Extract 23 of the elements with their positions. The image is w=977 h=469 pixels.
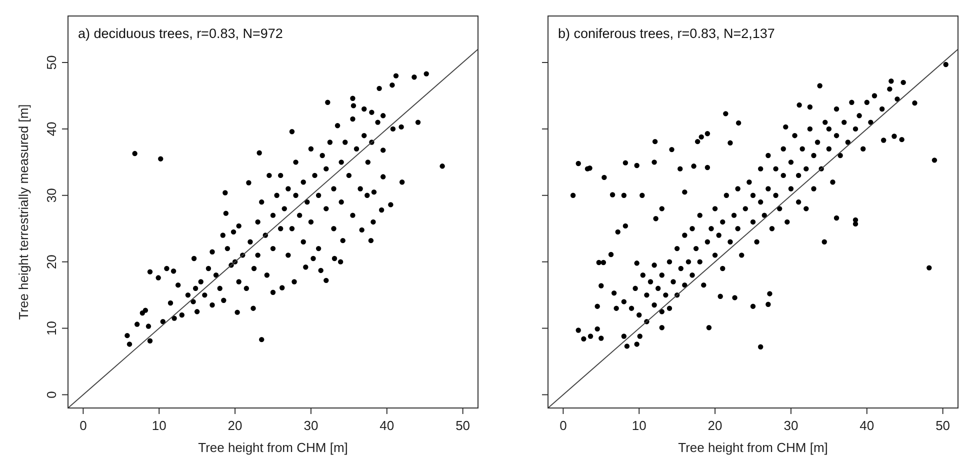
x-tick-label: 40: [380, 418, 394, 433]
x-axis-title: Tree height from CHM [m]: [678, 440, 828, 455]
x-tick-label: 50: [936, 418, 950, 433]
x-tick-label: 10: [152, 418, 166, 433]
text: a) deciduous trees, r=0.83, N=972: [78, 26, 283, 41]
y-tick-label: 50: [44, 55, 59, 70]
y-axis-title: Tree height terrestrially measured [m]: [16, 104, 31, 320]
y-tick-label: 30: [44, 188, 59, 203]
x-tick-label: 20: [228, 418, 242, 433]
x-axis-title: Tree height from CHM [m]: [198, 440, 348, 455]
x-tick-label: 30: [304, 418, 318, 433]
x-tick-label: 0: [80, 418, 87, 433]
y-tick-label: 40: [44, 122, 59, 136]
y-tick-label: 0: [44, 391, 59, 398]
y-tick-label: 20: [44, 254, 59, 270]
x-tick-label: 20: [708, 418, 722, 433]
x-tick-label: 0: [560, 418, 567, 433]
x-tick-label: 50: [456, 418, 470, 433]
x-tick-label: 40: [860, 418, 874, 433]
x-tick-label: 30: [784, 418, 798, 433]
text: b) coniferous trees, r=0.83, N=2,137: [558, 26, 775, 41]
x-tick-label: 10: [632, 418, 646, 433]
y-tick-label: 10: [44, 321, 59, 336]
